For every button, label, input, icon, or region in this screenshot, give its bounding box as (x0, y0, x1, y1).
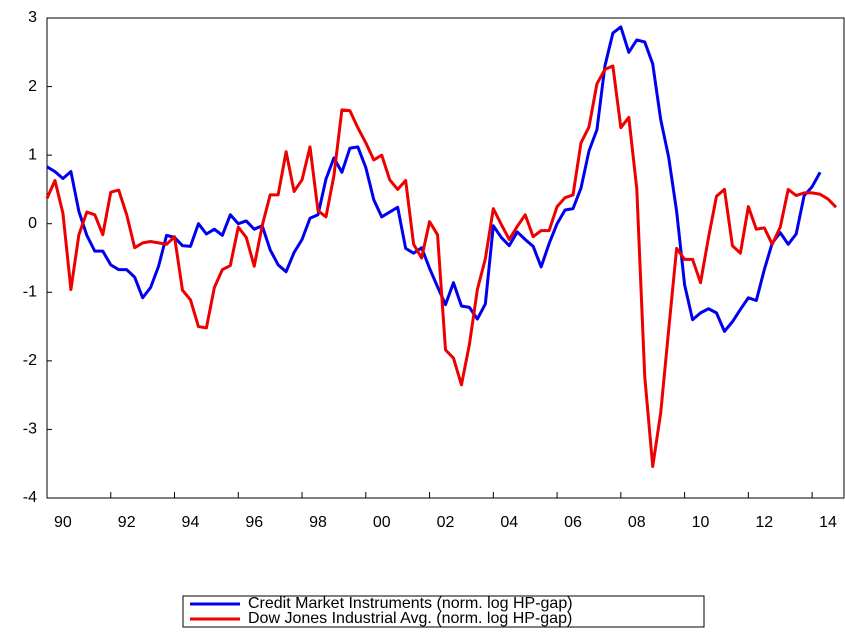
x-tick-label: 04 (500, 514, 518, 531)
y-tick-label: 0 (28, 215, 37, 232)
legend-box (182, 595, 705, 628)
y-tick-label: -2 (23, 352, 37, 369)
legend-label: Dow Jones Industrial Avg. (norm. log HP-… (248, 610, 572, 627)
x-tick-label: 90 (54, 514, 72, 531)
y-tick-label: 2 (28, 78, 37, 95)
x-tick-label: 08 (628, 514, 646, 531)
y-tick-label: -4 (23, 489, 37, 506)
x-tick-label: 06 (564, 514, 582, 531)
plot-frame (46, 17, 845, 499)
x-tick-label: 98 (309, 514, 327, 531)
x-tick-label: 10 (692, 514, 710, 531)
legend-label: Credit Market Instruments (norm. log HP-… (248, 595, 573, 612)
x-tick-label: 94 (182, 514, 200, 531)
x-tick-label: 02 (437, 514, 455, 531)
y-tick-label: -1 (23, 284, 37, 301)
x-tick-label: 12 (755, 514, 773, 531)
y-tick-label: 1 (28, 146, 37, 163)
y-tick-label: -3 (23, 421, 37, 438)
y-tick-label: 3 (28, 9, 37, 26)
x-tick-label: 14 (819, 514, 837, 531)
series-line (46, 25, 822, 333)
x-tick-label: 00 (373, 514, 391, 531)
x-tick-label: 96 (245, 514, 263, 531)
series-line (45, 64, 838, 468)
x-tick-label: 92 (118, 514, 136, 531)
